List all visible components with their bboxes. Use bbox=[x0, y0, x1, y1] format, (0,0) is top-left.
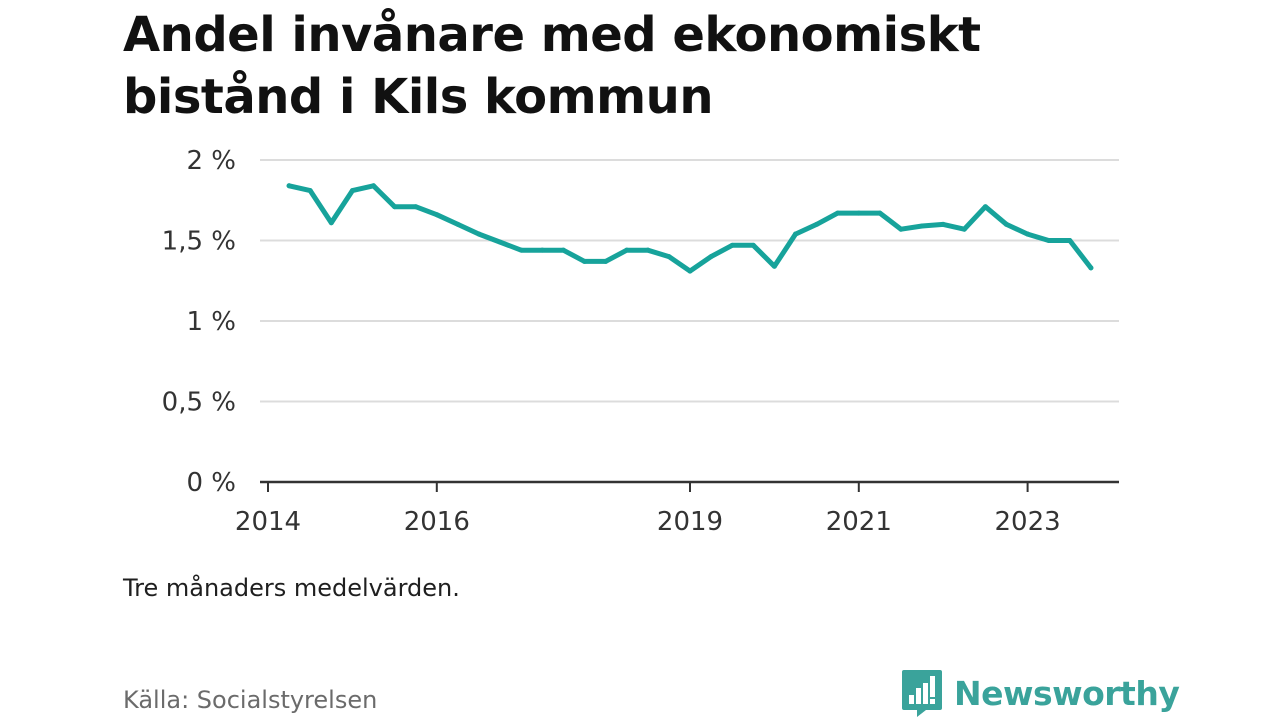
y-axis-labels: 0 % 0,5 % 1 % 1,5 % 2 % bbox=[162, 146, 236, 498]
y-tick-label: 0 % bbox=[186, 468, 236, 498]
source-credit: Källa: Socialstyrelsen bbox=[123, 686, 378, 714]
data-point bbox=[814, 221, 820, 227]
data-point bbox=[729, 242, 735, 248]
y-tick-label: 0,5 % bbox=[162, 388, 236, 418]
brand-name: Newsworthy bbox=[954, 673, 1180, 713]
data-point bbox=[771, 263, 777, 269]
chart-title: Andel invånare med ekonomiskt bistånd i … bbox=[123, 4, 1163, 128]
data-point bbox=[877, 210, 883, 216]
data-point bbox=[835, 210, 841, 216]
data-point bbox=[307, 188, 313, 194]
data-point bbox=[476, 231, 482, 237]
data-point bbox=[371, 183, 376, 189]
data-point bbox=[539, 247, 545, 253]
data-point bbox=[666, 254, 672, 260]
data-point bbox=[1067, 238, 1073, 243]
data-point bbox=[708, 254, 714, 260]
data-point bbox=[1046, 238, 1052, 243]
data-point bbox=[603, 258, 609, 264]
data-point bbox=[328, 220, 334, 226]
data-point bbox=[518, 247, 524, 253]
newsworthy-logo-icon bbox=[902, 670, 942, 717]
data-point bbox=[645, 247, 651, 253]
data-point bbox=[434, 212, 440, 218]
x-axis-labels: 2014 2016 2019 2021 2023 bbox=[235, 507, 1061, 537]
x-tick-label: 2021 bbox=[826, 507, 892, 537]
data-point bbox=[982, 204, 988, 210]
data-point bbox=[413, 204, 419, 210]
x-tick-label: 2016 bbox=[404, 507, 470, 537]
data-point bbox=[856, 210, 862, 216]
chart-title-line-1: Andel invånare med ekonomiskt bbox=[123, 7, 981, 63]
data-point bbox=[624, 247, 630, 253]
data-point bbox=[560, 247, 566, 253]
x-axis-ticks bbox=[267, 482, 1029, 492]
x-tick-label: 2019 bbox=[657, 507, 723, 537]
data-point bbox=[919, 223, 925, 229]
series-line bbox=[286, 183, 1094, 274]
data-point bbox=[687, 268, 693, 274]
data-point bbox=[286, 183, 292, 189]
line-chart: 0 % 0,5 % 1 % 1,5 % 2 % 2014 2016 2019 2021 2023 bbox=[162, 146, 1119, 537]
chart-title-line-2: bistånd i Kils kommun bbox=[123, 69, 714, 125]
y-tick-label: 1 % bbox=[186, 307, 236, 337]
data-point bbox=[497, 239, 503, 245]
data-point bbox=[1025, 231, 1031, 237]
chart-note: Tre månaders medelvärden. bbox=[123, 574, 460, 602]
data-point bbox=[392, 204, 398, 210]
data-point bbox=[582, 258, 587, 264]
data-point bbox=[1088, 265, 1094, 271]
y-tick-label: 2 % bbox=[186, 146, 236, 176]
newsworthy-brand: Newsworthy bbox=[900, 668, 1180, 718]
data-points bbox=[286, 183, 1094, 274]
data-point bbox=[1004, 221, 1009, 227]
grid-lines bbox=[260, 159, 1119, 403]
data-point bbox=[940, 221, 946, 227]
data-point bbox=[750, 242, 756, 248]
data-point bbox=[898, 226, 904, 232]
data-point bbox=[455, 221, 461, 227]
data-point bbox=[349, 188, 355, 194]
data-point bbox=[793, 231, 798, 237]
x-tick-label: 2014 bbox=[235, 507, 301, 537]
x-tick-label: 2023 bbox=[995, 507, 1061, 537]
y-tick-label: 1,5 % bbox=[162, 227, 236, 257]
data-point bbox=[961, 226, 967, 232]
